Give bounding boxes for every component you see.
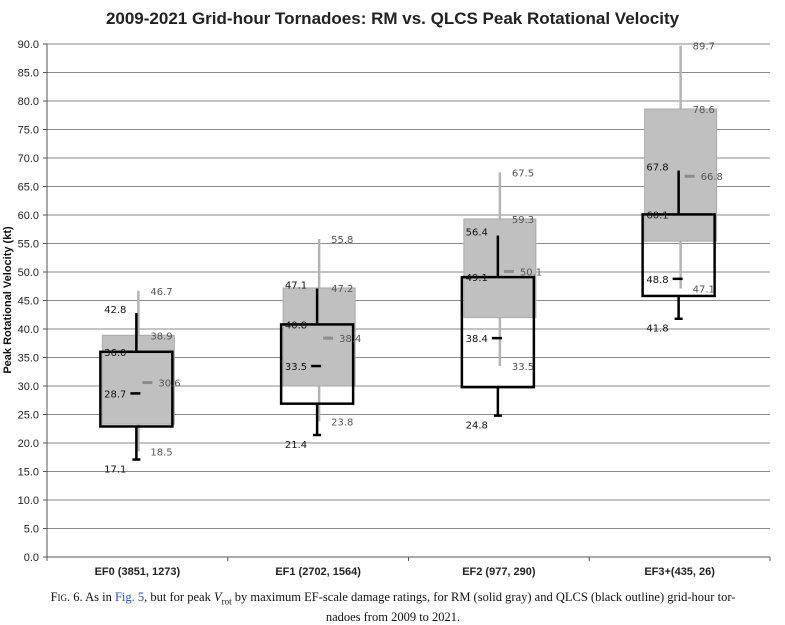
y-tick-label: 15.0	[18, 467, 39, 479]
y-tick-label: 35.0	[18, 353, 39, 365]
rm-value-label: 55.8	[331, 235, 353, 246]
qlcs-series	[99, 170, 716, 461]
caption-variable-subscript: rot	[221, 596, 232, 607]
y-tick-label: 0.0	[24, 552, 39, 564]
qlcs-value-label: 67.8	[646, 163, 668, 174]
rm-value-label: 33.5	[512, 362, 534, 373]
qlcs-value-label: 36.0	[104, 348, 126, 359]
y-tick-label: 90.0	[18, 39, 39, 51]
caption-figure-label: Fig. 6.	[50, 590, 83, 604]
qlcs-box	[99, 350, 174, 428]
y-tick-label: 20.0	[18, 438, 39, 450]
qlcs-box	[279, 323, 355, 405]
rm-value-label: 66.8	[701, 172, 723, 183]
x-category-label: EF3+(435, 26)	[644, 566, 715, 578]
qlcs-value-label: 41.8	[646, 324, 668, 335]
qlcs-value-label: 17.1	[104, 465, 126, 476]
figure-caption: Fig. 6. As in Fig. 5, but for peak Vrot …	[8, 590, 778, 625]
qlcs-value-label: 21.4	[285, 440, 307, 451]
rm-value-label: 89.7	[693, 42, 715, 53]
qlcs-value-label: 60.1	[646, 210, 668, 221]
y-tick-label: 75.0	[18, 125, 39, 137]
caption-figure-link[interactable]: Fig. 5	[114, 590, 145, 604]
caption-text-4: nadoes from 2009 to 2021.	[325, 609, 461, 624]
y-tick-label: 5.0	[24, 524, 39, 536]
rm-series	[101, 45, 718, 452]
y-tick-label: 25.0	[18, 410, 39, 422]
rm-value-label: 38.4	[339, 334, 361, 345]
qlcs-value-label: 49.1	[466, 273, 488, 284]
caption-text-1: As in	[82, 590, 115, 604]
y-tick-label: 45.0	[18, 296, 39, 308]
rm-box	[463, 218, 537, 319]
y-tick-label: 65.0	[18, 182, 39, 194]
caption-text-2: , but for peak	[144, 590, 214, 604]
y-tick-label: 40.0	[18, 324, 39, 336]
qlcs-value-label: 56.4	[466, 228, 488, 239]
chart-title: 2009-2021 Grid-hour Tornadoes: RM vs. QL…	[105, 9, 680, 28]
x-category-label: EF2 (977, 290)	[462, 566, 536, 578]
rm-value-label: 50.1	[520, 267, 542, 278]
qlcs-value-label: 33.5	[285, 362, 307, 373]
caption-text-3: by maximum EF-scale damage ratings, for …	[231, 590, 736, 604]
qlcs-box	[460, 275, 536, 389]
qlcs-value-label: 40.8	[285, 320, 307, 331]
caption-variable: V	[213, 590, 222, 604]
y-tick-label: 60.0	[18, 210, 39, 222]
qlcs-value-label: 47.1	[285, 281, 307, 292]
rm-value-label: 23.8	[331, 417, 353, 428]
qlcs-value-label: 42.8	[104, 305, 126, 316]
rm-value-label: 47.2	[331, 284, 353, 295]
qlcs-value-label: 28.7	[104, 389, 126, 400]
y-axis-label: Peak Rotational Velocity (kt)	[2, 226, 14, 374]
y-tick-label: 85.0	[18, 68, 39, 80]
qlcs-value-label: 38.4	[466, 334, 488, 345]
rm-value-label: 59.3	[512, 215, 534, 226]
rm-box	[644, 108, 718, 242]
x-category-label: EF1 (2702, 1564)	[275, 566, 361, 578]
axes: 0.0 5.0 10.0 15.0 20.0 25.0 30.0 35.0 40.0 45.0 50…	[18, 39, 771, 578]
y-tick-label: 50.0	[18, 267, 39, 279]
rm-value-label: 18.5	[150, 448, 172, 459]
qlcs-value-label: 24.8	[466, 421, 488, 432]
rm-box	[101, 334, 175, 425]
rm-value-label: 30.6	[158, 379, 180, 390]
rm-value-label: 67.5	[512, 168, 534, 179]
y-tick-label: 70.0	[18, 153, 39, 165]
box-plot-chart: 0.0 5.0 10.0 15.0 20.0 25.0 30.0 35.0 40.0 45.0 50…	[2, 39, 771, 578]
y-tick-label: 80.0	[18, 96, 39, 108]
y-tick-label: 10.0	[18, 495, 39, 507]
y-tick-label: 30.0	[18, 381, 39, 393]
value-labels: 46.7 38.9 30.6 18.5 55.8 47.2 38.4 23.8 67.5 59.3…	[104, 42, 723, 476]
qlcs-box	[641, 213, 716, 298]
rm-value-label: 78.6	[693, 105, 715, 116]
rm-box	[282, 287, 356, 387]
qlcs-value-label: 48.8	[646, 275, 668, 286]
rm-value-label: 46.7	[150, 287, 172, 298]
x-category-label: EF0 (3851, 1273)	[95, 566, 181, 578]
rm-value-label: 38.9	[150, 331, 172, 342]
y-tick-label: 55.0	[18, 239, 39, 251]
rm-value-label: 47.1	[693, 285, 715, 296]
